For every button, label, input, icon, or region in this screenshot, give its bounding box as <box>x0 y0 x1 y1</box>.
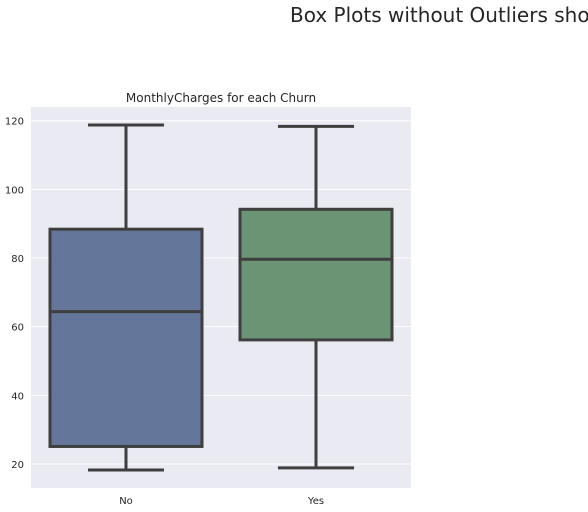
chart-title: MonthlyCharges for each Churn <box>126 91 316 105</box>
box-series <box>48 123 394 472</box>
y-tick-label: 20 <box>11 460 24 471</box>
x-tick-label: Yes <box>307 496 324 507</box>
box-yes <box>238 124 394 470</box>
x-axis-ticks: No Yes <box>119 496 324 507</box>
y-tick-label: 60 <box>11 323 24 334</box>
y-axis-ticks: 20 40 60 80 100 120 <box>5 117 24 471</box>
y-tick-label: 100 <box>5 185 24 196</box>
x-tick-label: No <box>119 496 133 507</box>
y-tick-label: 40 <box>11 391 24 402</box>
box-no <box>48 123 204 472</box>
y-tick-label: 120 <box>5 117 24 128</box>
box-body <box>48 227 204 448</box>
y-tick-label: 80 <box>11 254 24 265</box>
box-body <box>238 207 394 342</box>
figure-suptitle: Box Plots without Outliers shown <box>290 3 588 27</box>
